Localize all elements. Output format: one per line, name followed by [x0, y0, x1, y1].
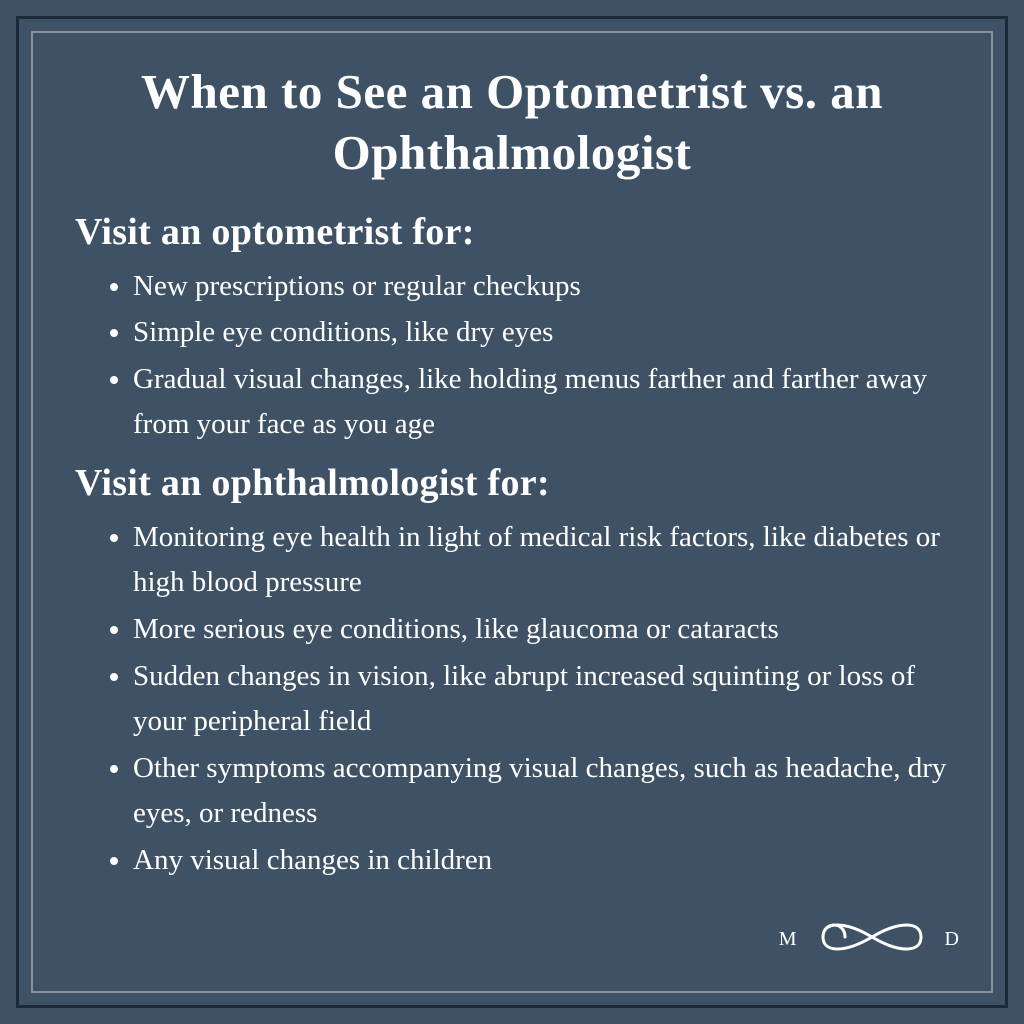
page-title: When to See an Optometrist vs. an Ophtha… [71, 61, 953, 184]
brand-logo: M D [779, 912, 961, 967]
inner-frame: When to See an Optometrist vs. an Ophtha… [31, 31, 993, 993]
outer-frame: When to See an Optometrist vs. an Ophtha… [16, 16, 1008, 1008]
ophthalmologist-list: Monitoring eye health in light of medica… [71, 515, 953, 883]
list-item: More serious eye conditions, like glauco… [133, 607, 953, 652]
section-heading: Visit an optometrist for: [75, 210, 953, 254]
infinity-icon [817, 912, 927, 967]
section-heading: Visit an ophthalmologist for: [75, 461, 953, 505]
logo-letter-left: M [779, 928, 799, 951]
list-item: Other symptoms accompanying visual chang… [133, 746, 953, 836]
list-item: Monitoring eye health in light of medica… [133, 515, 953, 605]
optometrist-list: New prescriptions or regular checkups Si… [71, 264, 953, 448]
logo-letter-right: D [945, 928, 961, 951]
list-item: Simple eye conditions, like dry eyes [133, 310, 953, 355]
section-ophthalmologist: Visit an ophthalmologist for: Monitoring… [71, 461, 953, 883]
list-item: New prescriptions or regular checkups [133, 264, 953, 309]
section-optometrist: Visit an optometrist for: New prescripti… [71, 210, 953, 448]
list-item: Sudden changes in vision, like abrupt in… [133, 654, 953, 744]
list-item: Any visual changes in children [133, 838, 953, 883]
list-item: Gradual visual changes, like holding men… [133, 357, 953, 447]
